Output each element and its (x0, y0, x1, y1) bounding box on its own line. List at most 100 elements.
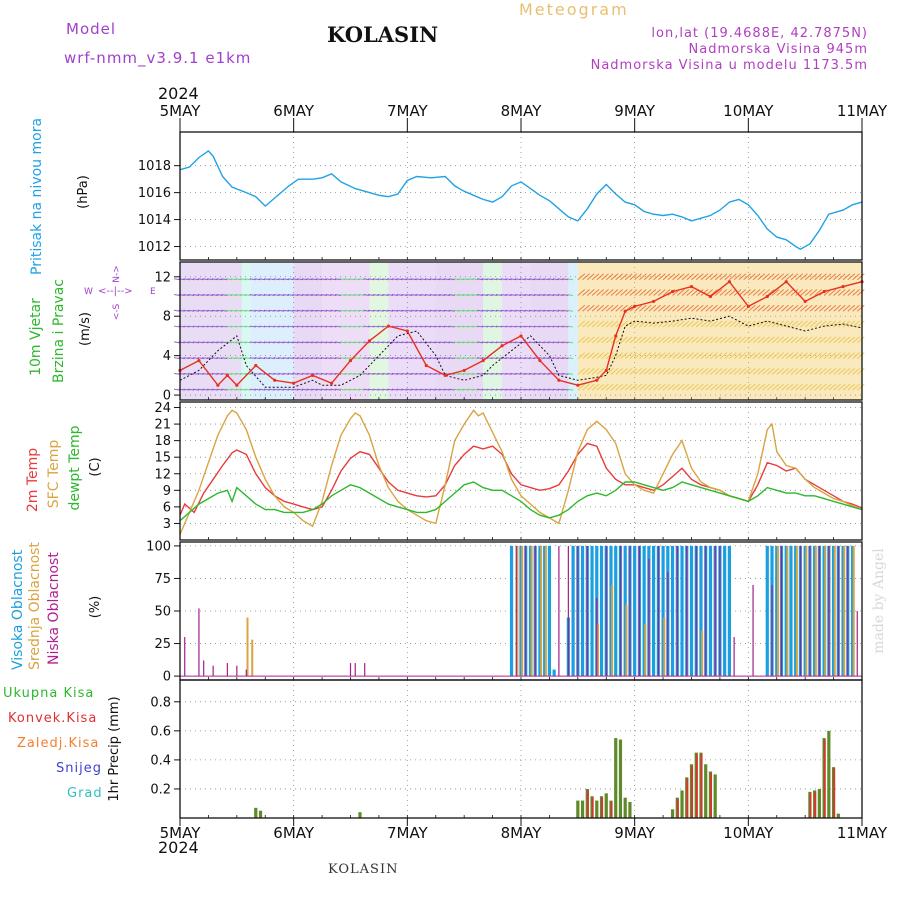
wind-barb (586, 320, 595, 328)
wind-barb (254, 388, 261, 391)
wind-barb (495, 341, 503, 344)
wind-barb (700, 352, 709, 359)
wind-gust-point (367, 339, 372, 343)
cloud-low-bar (638, 545, 641, 677)
wind-barb (202, 341, 209, 344)
wind-barb (358, 372, 365, 375)
wind-gust-point (623, 309, 627, 313)
wind-barb (766, 336, 775, 344)
wind-barb (301, 388, 308, 391)
wind-barb (729, 383, 737, 391)
wind-barb (567, 341, 574, 344)
wind-barb (790, 383, 799, 391)
wind-barb (353, 325, 361, 328)
wind-barb (353, 357, 361, 360)
wind-barb (391, 309, 398, 312)
wind-barb (529, 309, 536, 312)
wind-barb (183, 388, 190, 391)
wind-barb (405, 309, 413, 312)
wind-barb (610, 273, 619, 281)
wind-barb (420, 325, 427, 328)
wind-barb (339, 388, 346, 391)
wind-barb (804, 383, 813, 391)
precip-conv-bar (587, 790, 589, 818)
wind-barb (814, 273, 822, 281)
pressure-frame (179, 131, 863, 261)
wind-barb (837, 304, 846, 312)
wind-barb (235, 388, 242, 391)
wind-barb (249, 372, 256, 375)
wind-barb (667, 367, 676, 375)
wind-barb (173, 357, 181, 360)
wind-barb (596, 352, 605, 359)
wind-barb (192, 294, 200, 297)
wind-barb (278, 388, 285, 391)
wind-barb (672, 367, 680, 375)
wind-barb (814, 289, 822, 296)
wind-barb (624, 320, 633, 328)
top-xtick-label: 10MAY (723, 102, 774, 120)
wind-barb (207, 278, 214, 281)
wind-barb (634, 352, 642, 359)
wind-gust-point (633, 304, 637, 308)
wind-barb (856, 352, 865, 359)
wind-barb (809, 352, 818, 359)
wind-barb (458, 341, 465, 344)
wind-barb (467, 388, 474, 391)
wind-barb (240, 294, 247, 297)
wind-barb (429, 309, 436, 312)
cloud-low-bar (619, 545, 622, 677)
wind-barb (634, 383, 642, 391)
wind-barb (183, 372, 190, 375)
wind-barb (615, 352, 624, 359)
wind-barb (629, 367, 638, 375)
wind-barb (429, 372, 436, 375)
cloud-high-bar (813, 545, 817, 677)
wind-barb (207, 341, 214, 344)
wind-barb (686, 304, 695, 312)
wind-barb (624, 273, 633, 281)
wind-barb (505, 294, 512, 297)
precip-total-bar (604, 793, 608, 818)
wind-barb (676, 352, 685, 359)
wind-barb (629, 289, 638, 296)
wind-barb (481, 309, 488, 312)
wind-barb (405, 372, 413, 375)
wind-barb (472, 388, 479, 391)
compass-w: W (84, 287, 93, 297)
wind-barb (785, 367, 794, 375)
wind-barb (620, 352, 628, 359)
wind-barb (334, 357, 342, 360)
wind-barb (681, 304, 690, 312)
wind-barb (776, 304, 785, 312)
wind-barb (477, 278, 484, 281)
wind-barb (420, 294, 427, 297)
wind-barb (629, 383, 638, 391)
wind-barb (278, 278, 285, 281)
wind-barb (724, 383, 732, 391)
wind-barb (287, 278, 294, 281)
wind-barb (226, 309, 233, 312)
wind-barb (349, 388, 356, 391)
wind-barb (192, 357, 200, 360)
cloud-high-bar (633, 545, 637, 677)
wind-barb (339, 341, 346, 344)
wind-barb (405, 357, 413, 360)
wind-barb (306, 309, 313, 312)
wind-barb (382, 341, 389, 344)
wind-barb (691, 289, 699, 296)
cloud-ytick-label: 100 (146, 539, 171, 554)
wind-barb (500, 388, 507, 391)
wind-barb (211, 372, 218, 375)
wind-barb (658, 352, 666, 359)
wind-barb (467, 309, 474, 312)
wind-barb (183, 341, 190, 344)
wind-barb (306, 278, 313, 281)
cloud-mid-bar (611, 584, 614, 677)
wind-barb (349, 278, 356, 281)
wind-barb (705, 367, 714, 375)
precip-ytick-label: 0.2 (150, 782, 171, 797)
wind-barb (776, 352, 785, 359)
temperature-ytick-label: 24 (154, 401, 171, 416)
cloud-low-bar (771, 584, 773, 677)
